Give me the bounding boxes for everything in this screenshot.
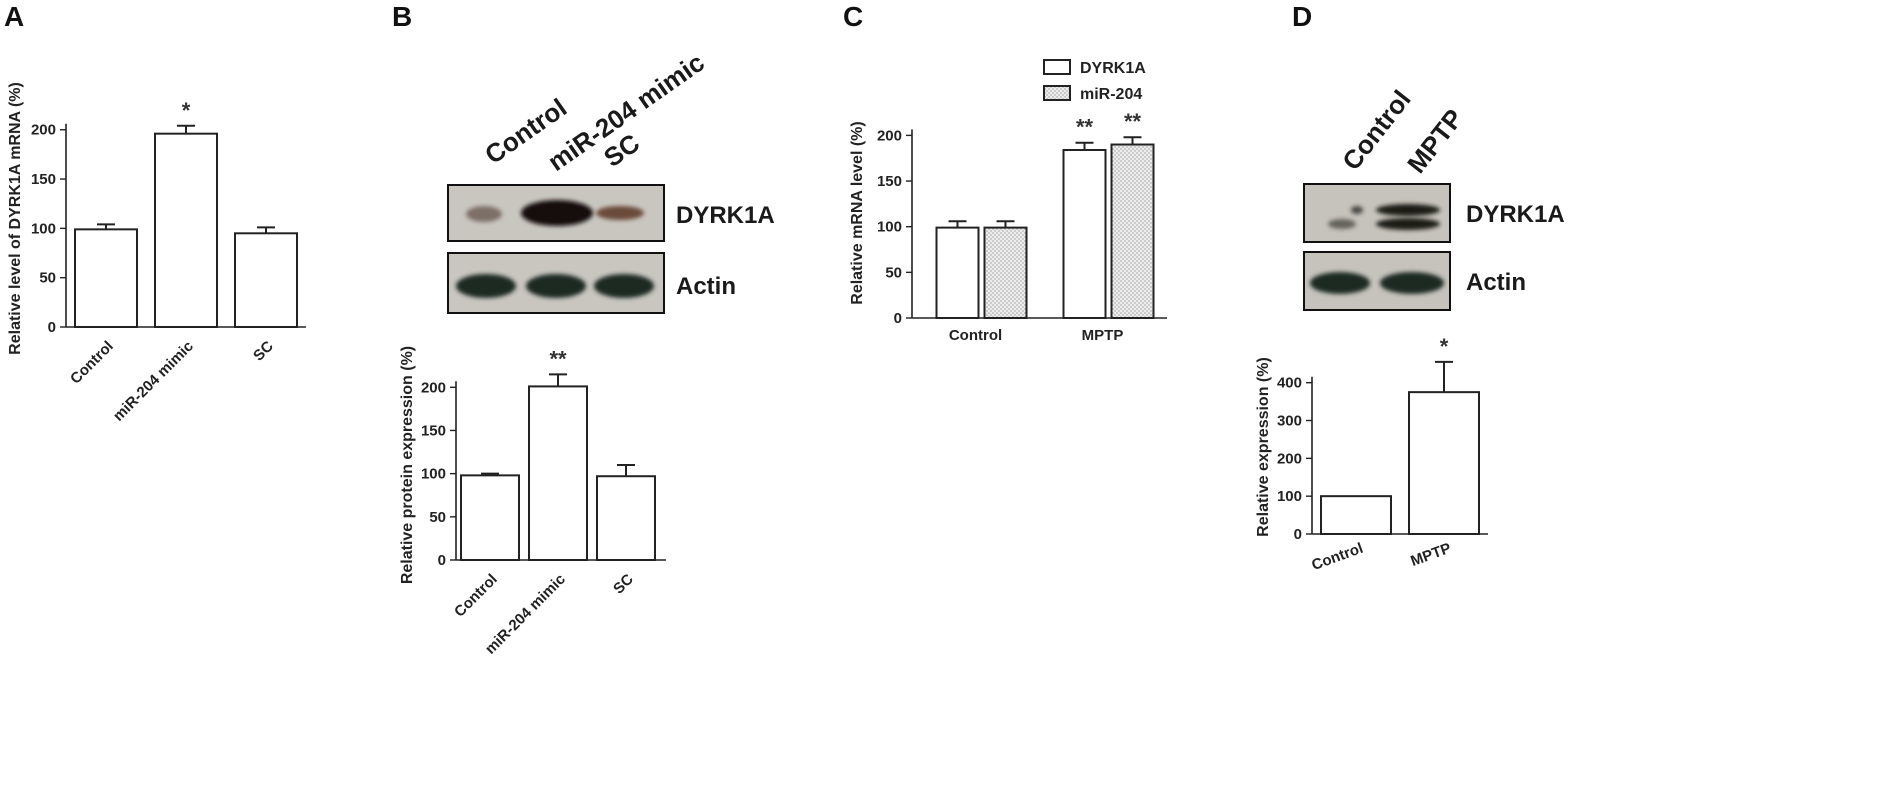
y-tick-label: 200 xyxy=(1277,450,1302,467)
y-tick-label: 400 xyxy=(1277,375,1302,392)
panel-letter-d: D xyxy=(1292,1,1312,32)
x-category-label: Control xyxy=(1309,540,1365,574)
blot-d-lane-label: MPTP xyxy=(1401,103,1469,178)
significance-marker: ** xyxy=(549,346,567,371)
x-category-label: SC xyxy=(250,338,277,365)
bar xyxy=(528,385,588,561)
y-tick-label: 150 xyxy=(31,171,56,188)
blot-b-band xyxy=(526,274,586,298)
x-category-label: Control xyxy=(67,338,117,388)
bar xyxy=(1110,143,1155,319)
blot-b-band xyxy=(594,274,654,298)
blot-b-band xyxy=(596,206,644,220)
blot-d-band xyxy=(1376,218,1440,230)
y-tick-label: 50 xyxy=(39,270,56,287)
y-tick-label: 0 xyxy=(48,319,56,336)
bar xyxy=(1062,149,1107,319)
blot-b-row-label: DYRK1A xyxy=(676,202,775,229)
y-tick-label: 150 xyxy=(421,422,446,439)
bar xyxy=(1408,391,1480,535)
significance-marker: * xyxy=(182,98,191,123)
y-tick-label: 200 xyxy=(31,122,56,139)
x-category-label: Control xyxy=(949,327,1002,344)
y-tick-label: 0 xyxy=(1294,526,1302,543)
y-tick-label: 100 xyxy=(877,219,902,236)
bar xyxy=(983,226,1028,319)
blot-b-band xyxy=(521,200,593,226)
blot-d-band xyxy=(1328,219,1356,229)
x-category-label: Control xyxy=(451,571,501,621)
y-tick-label: 100 xyxy=(31,220,56,237)
chart-c: 0 50 100 150 200 Relative mRNA level (%) Contr… xyxy=(849,59,1167,344)
blot-b-band xyxy=(456,274,516,298)
bar xyxy=(596,475,656,561)
bar xyxy=(1320,495,1392,536)
panel-letter-c: C xyxy=(843,1,863,32)
y-tick-label: 100 xyxy=(1277,488,1302,505)
legend-swatch xyxy=(1043,85,1071,101)
legend-swatch xyxy=(1043,59,1071,75)
y-tick-label: 150 xyxy=(877,173,902,190)
y-axis-label: Relative mRNA level (%) xyxy=(849,121,866,304)
x-category-label: MPTP xyxy=(1408,540,1453,570)
blot-d-band xyxy=(1310,272,1370,294)
y-tick-label: 0 xyxy=(438,552,446,569)
y-axis-label: Relative expression (%) xyxy=(1255,357,1272,537)
western-blot-b: Control miR-204 mimic SC DYRK1A Actin xyxy=(447,47,775,314)
chart-d: 0 100 200 300 400 Relative expression (%) Cont… xyxy=(1255,334,1488,574)
blot-b-band xyxy=(466,206,502,222)
legend-label: DYRK1A xyxy=(1080,60,1146,77)
significance-marker: ** xyxy=(1124,109,1142,134)
y-tick-label: 100 xyxy=(421,466,446,483)
blot-d-band xyxy=(1380,272,1444,294)
x-category-label: SC xyxy=(610,571,637,598)
western-blot-d: Control MPTP DYRK1A Actin xyxy=(1303,84,1565,311)
blot-b-row-label: Actin xyxy=(676,273,736,300)
y-tick-label: 50 xyxy=(429,509,446,526)
panel-letter-a: A xyxy=(4,1,24,32)
significance-marker: * xyxy=(1440,334,1449,359)
x-category-label: miR-204 mimic xyxy=(110,338,197,425)
y-tick-label: 300 xyxy=(1277,413,1302,430)
y-axis-label: Relative protein expression (%) xyxy=(399,346,416,584)
blot-d-row-label: Actin xyxy=(1466,269,1526,296)
chart-b: 0 50 100 150 200 Relative protein expression … xyxy=(399,346,666,658)
y-axis-label: Relative level of DYRK1A mRNA (%) xyxy=(7,82,24,355)
y-tick-label: 0 xyxy=(894,310,902,327)
bar xyxy=(460,474,520,562)
blot-d-row-label: DYRK1A xyxy=(1466,201,1565,228)
y-tick-label: 200 xyxy=(877,127,902,144)
y-tick-label: 200 xyxy=(421,379,446,396)
blot-d-band xyxy=(1376,204,1440,216)
bar xyxy=(154,132,218,328)
x-category-label: MPTP xyxy=(1082,327,1124,344)
chart-a: 0 50 100 150 200 Relative level of DYRK1A mRN… xyxy=(7,82,306,425)
legend-label: miR-204 xyxy=(1080,86,1142,103)
bar xyxy=(935,226,980,319)
bar xyxy=(234,232,298,328)
blot-d-band xyxy=(1351,206,1363,214)
y-tick-label: 50 xyxy=(885,264,902,281)
panel-letter-b: B xyxy=(392,1,412,32)
significance-marker: ** xyxy=(1076,115,1094,140)
bar xyxy=(74,228,138,329)
